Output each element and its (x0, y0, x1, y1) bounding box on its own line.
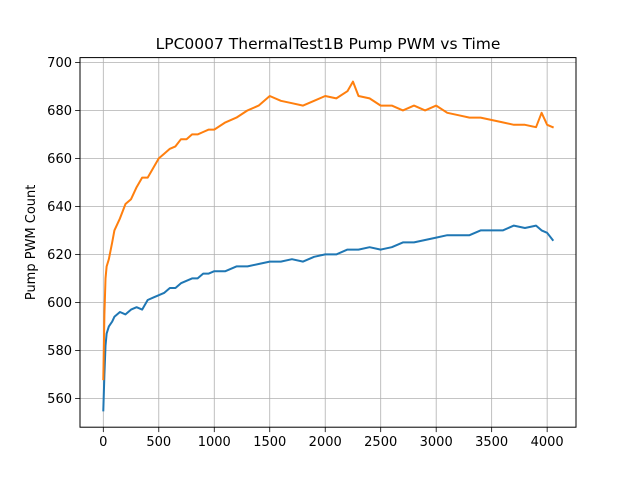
y-tick-label: 560 (47, 392, 72, 407)
x-tick-label: 3500 (475, 435, 508, 450)
y-tick-label: 600 (47, 296, 72, 311)
series-line-2 (102, 80, 555, 381)
y-tick-label: 660 (47, 152, 72, 167)
x-tick-label: 500 (146, 435, 171, 450)
y-tick-label: 680 (47, 104, 72, 119)
x-tick-label: 0 (99, 435, 107, 450)
x-tick-label: 3000 (420, 435, 453, 450)
series-line-1 (102, 224, 555, 412)
y-tick-label: 620 (47, 248, 72, 263)
plot-frame (79, 57, 577, 428)
x-tick-label: 1000 (198, 435, 231, 450)
y-axis: 560 580 600 620 640 660 680 700 (47, 56, 80, 407)
series-group (102, 80, 555, 412)
x-tick-label: 4000 (531, 435, 564, 450)
y-tick-label: 640 (47, 200, 72, 215)
x-tick-label: 1500 (253, 435, 286, 450)
x-tick-label: 2500 (364, 435, 397, 450)
y-tick-label: 580 (47, 344, 72, 359)
x-axis: 0 500 1000 1500 2000 2500 3000 3500 4000 (99, 427, 564, 450)
y-tick-label: 700 (47, 56, 72, 71)
chart-title: LPC0007 ThermalTest1B Pump PWM vs Time (156, 35, 501, 53)
y-axis-label: Pump PWM Count (24, 185, 39, 301)
x-tick-label: 2000 (309, 435, 342, 450)
